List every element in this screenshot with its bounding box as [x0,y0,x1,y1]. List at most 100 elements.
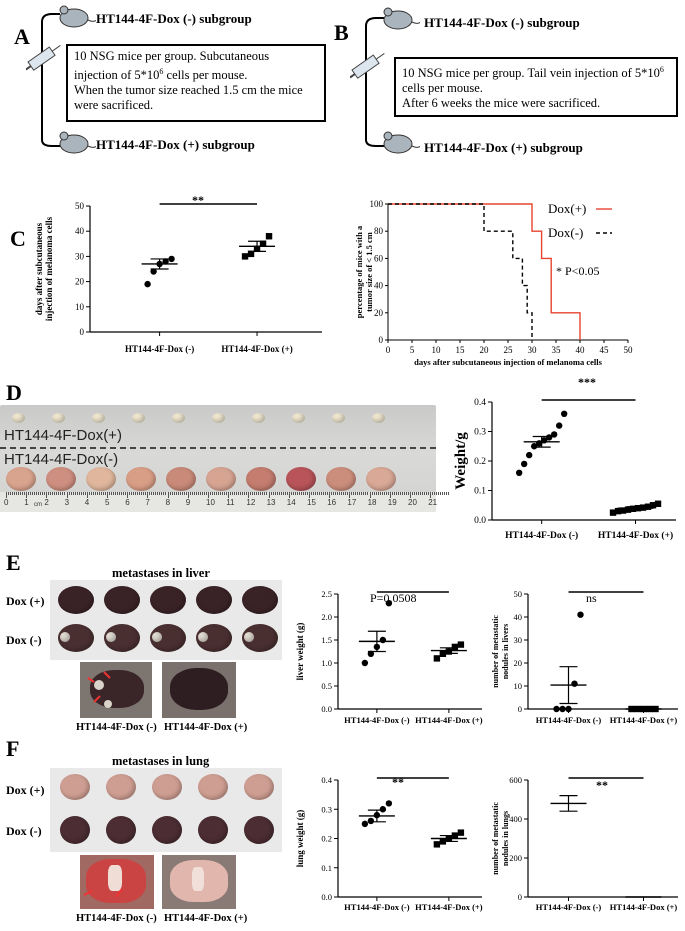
ruler-tick [339,492,341,495]
panel-a-box-line3: When the tumor size reached 1.5 cm the m… [74,83,303,98]
ruler-tick [139,492,141,495]
ruler-tick [302,492,304,495]
ruler-tick [266,492,268,495]
y-tick-label: 100 [370,199,384,209]
ruler-tick [179,492,181,495]
tumor-photo-divider [0,447,436,449]
ruler-tick [147,492,149,498]
metastasis-nodule [152,632,162,642]
ruler-tick [10,492,11,495]
x-tick-label: 5 [410,345,415,355]
ruler-tick [304,492,306,495]
y-tick-label: 20 [75,277,85,287]
ruler-tick [371,492,373,495]
x-tick-label: HT144-4F-Dox (+) [415,902,483,912]
ruler-tick [412,492,413,495]
small-tumor [132,413,145,423]
y-tick-label: 0.3 [474,428,486,438]
y-tick-label: 0 [80,327,85,337]
panel-a-protocol-box: 10 NSG mice per group. Subcutaneous inje… [66,44,326,122]
data-point [550,431,558,438]
ruler-tick [38,492,40,495]
metastasis-nodule [106,632,116,642]
ruler-tick [40,492,42,495]
ruler-tick [264,492,266,495]
ruler-tick [349,492,351,498]
ruler-tick [143,492,145,495]
y-tick-label: 30 [514,635,523,645]
ruler-tick [123,492,124,495]
y-tick-label: 2.0 [321,612,332,622]
ruler-tick [331,492,333,495]
large-tumor [286,467,316,491]
ruler-tick [135,492,137,495]
data-point [559,705,566,713]
data-point [571,680,578,687]
ruler-tick [327,492,328,495]
y-axis-label: Weight/g [453,432,469,490]
ruler-tick [6,492,7,498]
ruler-tick [230,492,232,495]
small-tumor [252,413,265,423]
ruler-tick [208,492,209,498]
ruler-tick [161,492,163,495]
panel-a-box-line1: 10 NSG mice per group. Subcutaneous [74,49,270,63]
ruler-tick [424,492,425,495]
ruler-tick [298,492,300,495]
ruler-tick [446,492,448,495]
y-tick-label: 40 [374,281,384,291]
large-tumor [166,467,196,491]
y-axis-label: number of metastaticnodules in livers [491,615,510,688]
large-tumor [126,467,156,491]
metastasis-nodule [244,632,254,642]
ruler-tick [242,492,244,495]
ruler-number: 4 [84,498,90,507]
ruler-tick [68,492,70,495]
ruler-tick [228,492,230,498]
chart-c-significance: ** [192,193,204,207]
small-tumor [292,413,305,423]
ruler-tick [104,492,106,495]
x-tick-label: 30 [528,345,538,355]
x-tick-label: HT144-4F-Dox (-) [536,715,602,725]
ruler-tick [292,492,294,495]
ruler-tick [244,492,246,495]
ruler-number: 8 [165,498,171,507]
ruler-tick [56,492,58,495]
ruler-tick [444,492,446,495]
ruler-tick [8,492,9,495]
ruler-tick [414,492,415,495]
lung-nodules-significance: ** [596,778,608,792]
y-tick-label: 20 [514,658,523,668]
ruler-tick [284,492,286,495]
ruler-tick [430,492,432,498]
ruler-tick [442,492,444,495]
ruler-tick [256,492,258,495]
x-tick-label: HT144-4F-Dox (-) [344,902,410,912]
ruler-number: 7 [145,498,150,507]
x-tick-label: HT144-4F-Dox (+) [610,715,678,725]
ruler-tick [127,492,129,498]
data-point [361,659,369,667]
ruler-tick [426,492,427,495]
ruler-tick [197,492,199,495]
liver-closeup-minus [80,662,152,718]
ruler-number: 6 [125,498,130,507]
ruler-tick [315,492,316,495]
y-tick-label: 50 [75,201,85,211]
ruler-number: 10 [206,498,215,507]
y-tick-label: 200 [509,853,522,863]
liver [150,586,186,614]
liver-title: metastases in liver [112,566,210,580]
ruler-number: 13 [266,498,276,507]
ruler-tick [107,492,108,498]
y-axis-label-line: number of metastatic [491,802,500,875]
ruler-tick [48,492,50,495]
ruler-tick [66,492,68,498]
ruler-tick [28,492,30,495]
ruler-tick [395,492,397,495]
ruler-tick [432,492,434,495]
ruler-tick [290,492,292,495]
lung-closeup-minus [80,855,154,909]
ruler-tick [210,492,211,495]
